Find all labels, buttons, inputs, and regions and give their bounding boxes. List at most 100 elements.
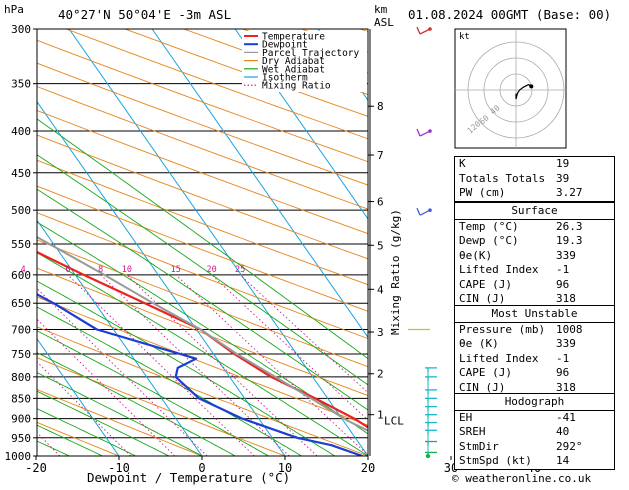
wet-adiabat-line [37, 372, 203, 456]
asl-label: ASL [374, 16, 394, 29]
pressure-tick-label: 550 [11, 238, 31, 251]
pressure-tick-label: 450 [11, 167, 31, 180]
stat-row: StmSpd (kt) 14 [455, 454, 614, 469]
stat-value: 318 [556, 292, 576, 305]
isotherm-line [37, 337, 120, 456]
stat-value: 14 [556, 454, 570, 467]
wind-barb [428, 27, 432, 31]
wind-barb [416, 207, 421, 216]
dry-adiabat-line [37, 86, 368, 210]
pressure-tick-label: 800 [11, 371, 31, 384]
stat-value: -41 [556, 410, 576, 424]
dry-adiabat-line [37, 212, 368, 340]
wind-barb [416, 128, 421, 137]
pressure-tick-label: 500 [11, 204, 31, 217]
hodograph-frame [454, 28, 567, 149]
footer-credit: © weatheronline.co.uk [452, 472, 591, 485]
height-tick-label: 8 [377, 100, 384, 113]
stat-value: 339 [556, 248, 576, 262]
stat-value: 292° [556, 439, 583, 453]
stat-value: 19 [556, 157, 570, 170]
legend-background [242, 31, 367, 92]
wind-barb [428, 129, 432, 133]
height-tick-label: 3 [377, 326, 384, 339]
stat-value: 3.27 [556, 186, 583, 199]
hodograph-kt-label: kt [459, 32, 470, 42]
stat-label: EH [459, 410, 473, 424]
isotherm-line [234, 29, 368, 220]
mixing-ratio-label: 15 [171, 265, 181, 275]
height-tick-label: 2 [377, 368, 384, 381]
wet-adiabat-line [37, 252, 368, 456]
pressure-tick-label: 400 [11, 125, 31, 138]
height-tick-label: 1 [377, 409, 384, 422]
mixing-ratio-labels: 12346810152025 [21, 265, 246, 275]
table-title: Surface [455, 203, 614, 220]
stat-row: θe(K) 339 [455, 249, 614, 264]
temperature-tick-label: 20 [361, 461, 375, 475]
wind-barb [419, 209, 431, 216]
legend-label: Temperature [262, 32, 325, 43]
height-tick-label: 7 [377, 149, 384, 162]
stat-row: CIN (J) 318 [455, 381, 614, 396]
location-label: 40°27'N 50°04'E -3m ASL [58, 7, 231, 22]
stat-row: StmDir 292° [455, 440, 614, 455]
pressure-tick-label: 600 [11, 269, 31, 282]
mixing-ratio-line [67, 274, 255, 456]
wet-adiabat-line [37, 330, 269, 456]
dry-adiabat-line [37, 62, 368, 186]
pressure-tick-label: 750 [11, 348, 31, 361]
stat-value: 318 [556, 380, 576, 394]
mixing-ratio-line [37, 318, 176, 456]
legend-label: Wet Adiabat [262, 64, 325, 75]
mixing-ratio-label: 6 [65, 265, 70, 275]
datetime-label: 01.08.2024 00GMT (Base: 00) [408, 7, 611, 22]
dry-adiabat-line [37, 388, 203, 456]
stat-label: Temp (°C) [459, 219, 519, 233]
wet-adiabat-line [37, 352, 236, 456]
lcl-label: LCL [384, 415, 404, 428]
stat-row: PW (cm) 3.27 [455, 186, 614, 201]
surface-table: Surface Temp (°C) 26.3 Dewp (°C) 19.3 θe(K) 33… [454, 202, 615, 308]
mixing-ratio-label: 20 [207, 265, 217, 275]
stat-value: 39 [556, 171, 570, 185]
pressure-tick-label: 850 [11, 392, 31, 405]
stat-label: Lifted Index [459, 263, 539, 276]
height-tick-label: 6 [377, 196, 384, 209]
isotherm-line [68, 29, 368, 456]
pressure-tick-label: 650 [11, 297, 31, 310]
plot-frame [36, 28, 369, 457]
wind-barbs [408, 26, 437, 459]
stat-label: Totals Totals [459, 171, 546, 185]
stat-label: CIN (J) [459, 292, 506, 305]
isotherm-line [37, 100, 286, 456]
wind-barb [425, 453, 431, 459]
dry-adiabat-line [37, 134, 368, 260]
stat-row: K 19 [455, 157, 614, 172]
stat-label: CAPE (J) [459, 366, 512, 379]
stat-row: Temp (°C) 26.3 [455, 220, 614, 235]
stat-row: θe (K) 339 [455, 337, 614, 352]
stat-label: K [459, 157, 466, 170]
stat-row: SREH 40 [455, 425, 614, 440]
hodograph-trace [515, 83, 532, 100]
mixing-ratio-label: 25 [235, 265, 245, 275]
stat-value: 1008 [556, 322, 583, 336]
stat-label: Pressure (mb) [459, 322, 546, 336]
stat-row: CAPE (J) 96 [455, 366, 614, 381]
pressure-tick-label: 1000 [5, 450, 32, 463]
x-axis-title: Dewpoint / Temperature (°C) [87, 470, 290, 485]
temperature-tick-label: -10 [108, 461, 130, 475]
mixing-ratio-line [175, 274, 368, 456]
parcel-trajectory-profile [37, 235, 368, 432]
stat-value: -1 [556, 263, 570, 276]
stat-value: 339 [556, 337, 576, 350]
legend-label: Parcel Trajectory [262, 48, 360, 59]
wind-barb [428, 208, 432, 212]
mixing-ratio-line [239, 274, 368, 394]
legend-label: Mixing Ratio [262, 81, 331, 92]
temperature-tick-label: -20 [25, 461, 47, 475]
stat-row: Lifted Index -1 [455, 263, 614, 278]
